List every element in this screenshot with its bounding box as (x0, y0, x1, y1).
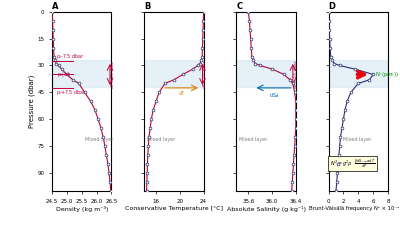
Text: p$_i$-7.5 dbar: p$_i$-7.5 dbar (56, 52, 85, 61)
Text: Mixed layer: Mixed layer (343, 137, 372, 142)
Text: p$_i$($\sigma_i$): p$_i$($\sigma_i$) (57, 70, 71, 79)
X-axis label: Conservative Temperature [°C]: Conservative Temperature [°C] (125, 206, 223, 212)
Text: Mixed layer: Mixed layer (147, 137, 176, 142)
Bar (236, 60, 296, 87)
Text: dT: dT (178, 92, 184, 96)
Y-axis label: Pressure (dbar): Pressure (dbar) (28, 75, 34, 128)
X-axis label: Brunt-Väisälä frequency N² × 10⁻⁴ s⁻²: Brunt-Väisälä frequency N² × 10⁻⁴ s⁻² (308, 206, 400, 212)
Text: dP= 15 dbar: dP= 15 dbar (111, 61, 115, 88)
Text: B: B (144, 2, 150, 11)
Text: Mixed layer: Mixed layer (85, 137, 113, 142)
Text: C: C (236, 2, 242, 11)
Text: N²(p(σ$_i$)): N²(p(σ$_i$)) (375, 70, 398, 79)
X-axis label: Absolute Salinity (g kg⁻¹): Absolute Salinity (g kg⁻¹) (226, 206, 306, 212)
Text: Mixed layer: Mixed layer (239, 137, 268, 142)
Text: $N^2 = g^2\rho$  $\frac{\beta dS_A - \alpha dT}{dP}$: $N^2 = g^2\rho$ $\frac{\beta dS_A - \alp… (330, 157, 375, 170)
Bar (144, 60, 204, 87)
Text: dP= 15 dbar: dP= 15 dbar (294, 61, 298, 88)
Text: D: D (328, 2, 336, 11)
Text: dP= 15 dbar: dP= 15 dbar (203, 61, 207, 88)
Bar (52, 60, 112, 87)
Text: dS$_A$: dS$_A$ (268, 92, 279, 100)
Text: p$_i$+7.5 dbar: p$_i$+7.5 dbar (56, 88, 87, 97)
Bar (328, 60, 388, 87)
X-axis label: Density (kg m⁻³): Density (kg m⁻³) (56, 206, 108, 212)
Text: A: A (52, 2, 58, 11)
